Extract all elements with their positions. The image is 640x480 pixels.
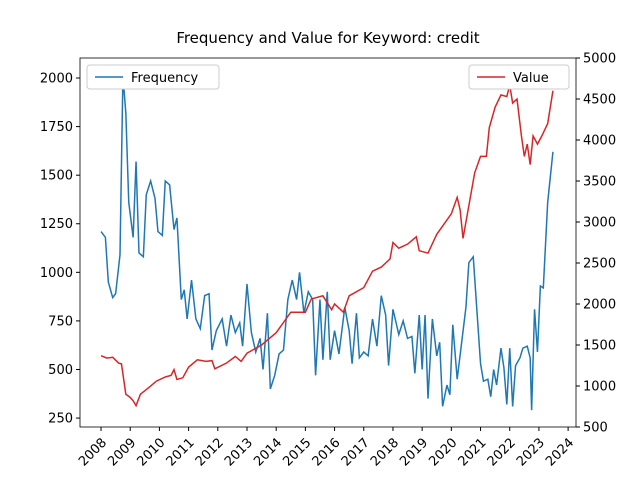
y2-tick-label: 5000	[583, 52, 616, 67]
x-tick-label: 2019	[397, 435, 431, 469]
x-tick-label: 2010	[134, 435, 168, 469]
legend-box	[468, 64, 570, 90]
y-tick-label: 1250	[40, 217, 73, 232]
y2-tick-label: 3000	[583, 216, 616, 231]
y-tick-label: 750	[48, 314, 73, 329]
y2-tick-label: 1500	[583, 339, 616, 354]
x-tick-label: 2018	[368, 435, 402, 469]
x-tick-label: 2023	[514, 435, 548, 469]
x-tick-label: 2012	[193, 435, 227, 469]
y2-tick-label: 4500	[583, 93, 616, 108]
x-tick-label: 2022	[485, 435, 519, 469]
y-tick-label: 1750	[40, 120, 73, 135]
y-tick-label: 500	[48, 363, 73, 378]
plot-frame	[79, 57, 577, 428]
legend: Frequency	[86, 64, 220, 90]
y2-tick-label: 1000	[583, 380, 616, 395]
y-tick-label: 1000	[40, 266, 73, 281]
y-tick-label: 250	[48, 412, 73, 427]
x-tick-label: 2013	[222, 435, 256, 469]
x-tick-label: 2017	[339, 435, 373, 469]
x-tick-label: 2024	[543, 435, 577, 469]
legend: Value	[468, 64, 570, 90]
legend-box	[86, 64, 220, 90]
y2-tick-label: 2000	[583, 298, 616, 313]
x-tick-label: 2016	[310, 435, 344, 469]
x-tick-label: 2008	[76, 435, 110, 469]
y2-tick-label: 4000	[583, 134, 616, 149]
legend-label: Value	[513, 71, 549, 86]
data-line	[100, 84, 554, 408]
x-tick-label: 2011	[164, 435, 198, 469]
chart-title: Frequency and Value for Keyword: credit	[176, 29, 479, 47]
x-tick-label: 2020	[426, 435, 460, 469]
legend-label: Frequency	[131, 71, 198, 86]
y2-tick-label: 500	[583, 421, 608, 436]
x-tick-label: 2021	[456, 435, 490, 469]
x-tick-label: 2015	[280, 435, 314, 469]
data-line	[100, 76, 554, 411]
y-tick-label: 2000	[40, 72, 73, 87]
y2-tick-label: 2500	[583, 257, 616, 272]
x-tick-label: 2009	[105, 435, 139, 469]
y-tick-label: 1500	[40, 169, 73, 184]
x-tick-label: 2014	[251, 435, 285, 469]
y2-tick-label: 3500	[583, 175, 616, 190]
